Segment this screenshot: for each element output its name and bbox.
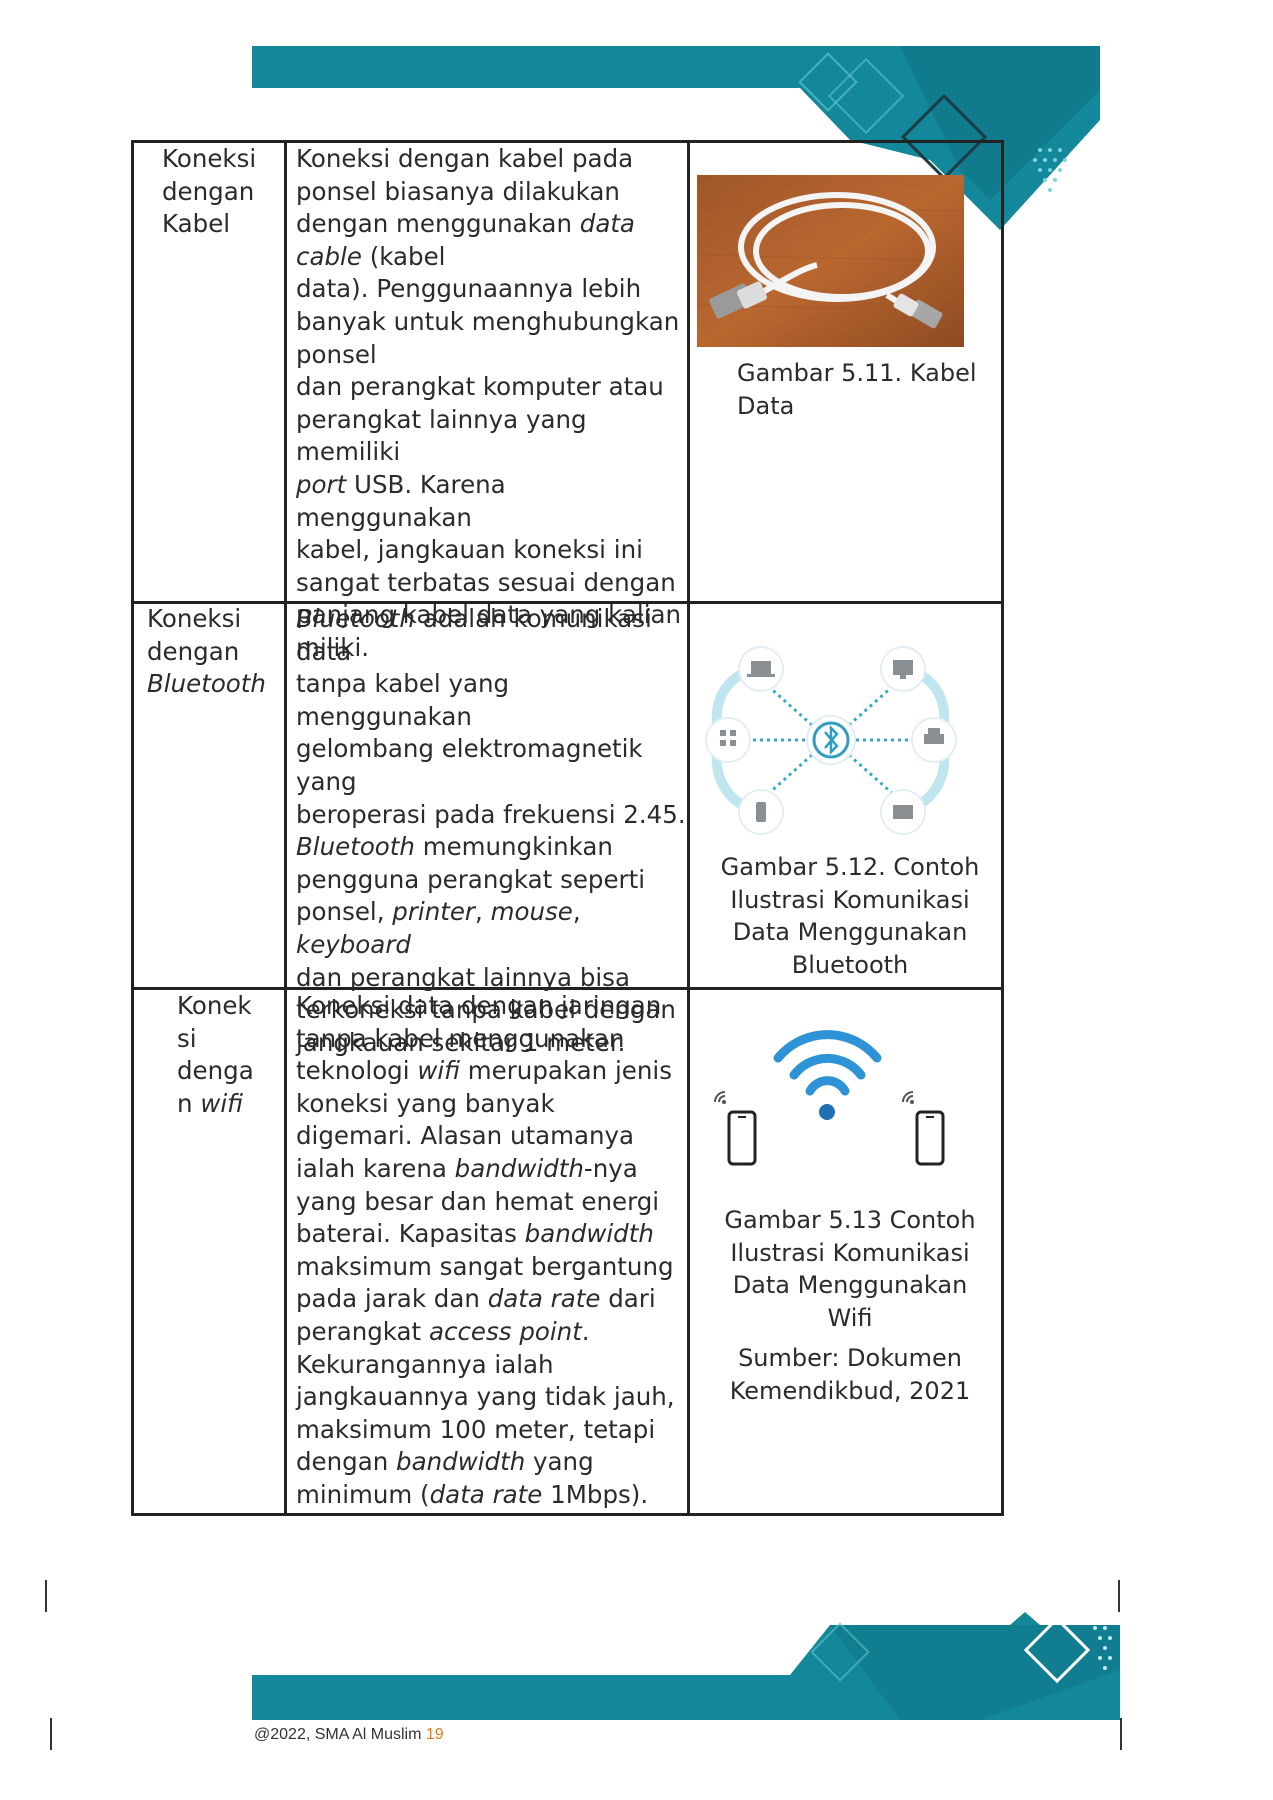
crop-mark [50,1718,52,1750]
usb-cable-photo [696,175,965,347]
crop-mark [1118,1580,1120,1612]
figure-caption: Gambar 5.11. Kabel Data [737,359,977,420]
crop-mark [45,1580,47,1612]
page-number: 19 [425,1726,444,1743]
header-decoration [0,0,1273,240]
footer-text: @2022, SMA Al Muslim [254,1726,422,1743]
row-label: Koneksi dengan Bluetooth [147,604,266,699]
figure-caption: Gambar 5.12. Contoh Ilustrasi Komunikasi… [720,853,980,979]
figure-caption: Gambar 5.13 Contoh Ilustrasi Komunikasi … [724,1206,976,1332]
figure-source: Sumber: Dokumen Kemendikbud, 2021 [729,1344,971,1405]
row-description: Koneksi data dengan jaringan tanpa kabel… [296,991,675,1509]
footer: @2022, SMA Al Muslim 19 [254,1726,444,1744]
row-label: Konek si denga n wifi [177,991,254,1118]
row-description: Koneksi dengan kabel pada ponsel biasany… [296,144,682,662]
bluetooth-network-diagram [698,636,963,842]
row-label: Koneksi dengan Kabel [162,144,257,239]
crop-mark [1120,1718,1122,1750]
row-description: Bluetooth adalah komunikasi data tanpa k… [296,604,686,1057]
footer-decoration [0,1590,1273,1720]
wifi-phones-illustration [705,1020,965,1180]
